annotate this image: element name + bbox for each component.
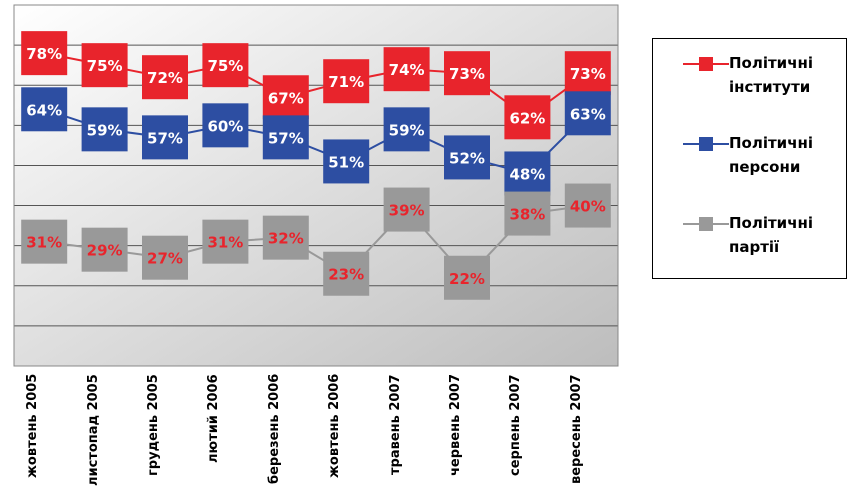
marker — [444, 135, 490, 180]
marker — [202, 43, 249, 88]
data-label: 31% — [207, 234, 243, 252]
series-line — [43, 108, 589, 175]
x-tick-label: вересень 2007 — [568, 374, 584, 484]
data-label: 31% — [26, 234, 62, 252]
data-label: 52% — [449, 149, 485, 167]
legend-marker — [699, 137, 713, 151]
data-label: 48% — [509, 165, 545, 183]
legend-item: Політичні інститути — [653, 51, 848, 101]
marker — [564, 51, 611, 96]
x-tick-label: листопад 2005 — [85, 374, 101, 486]
x-tick-label: жовтень 2006 — [327, 374, 343, 479]
marker — [383, 187, 430, 232]
marker — [21, 219, 68, 264]
data-label: 73% — [570, 65, 606, 83]
marker — [564, 183, 611, 228]
marker — [383, 47, 430, 92]
data-label: 78% — [26, 45, 62, 63]
marker — [564, 91, 611, 136]
legend-marker — [699, 217, 713, 231]
marker — [323, 251, 370, 296]
data-label: 22% — [449, 270, 485, 288]
x-tick-label: червень 2007 — [448, 374, 463, 477]
plot-border — [13, 4, 619, 367]
series-line — [44, 204, 588, 280]
data-label: 75% — [87, 57, 123, 75]
data-label: 23% — [328, 266, 364, 284]
chart: 78% 75% 72% 75% 67% 71% 74% 73% 62% 73% 64% 59% 57% 6… — [13, 4, 619, 367]
data-label: 40% — [570, 198, 606, 216]
data-label: 59% — [87, 121, 123, 139]
legend-swatch — [683, 57, 729, 71]
data-label: 71% — [328, 73, 364, 91]
x-tick-label: грудень 2005 — [146, 374, 161, 476]
marker — [21, 87, 68, 132]
data-label: 62% — [509, 109, 545, 127]
legend-label: Політичні інститути — [729, 54, 813, 96]
x-tick-label: березень 2006 — [266, 374, 282, 485]
data-label: 74% — [389, 61, 425, 79]
data-label: 60% — [207, 117, 243, 135]
x-tick-label: травень 2007 — [387, 374, 403, 475]
marker — [81, 43, 128, 88]
marker — [81, 107, 128, 152]
marker — [504, 95, 551, 140]
data-label: 63% — [570, 105, 606, 123]
legend-label: Політичні партії — [729, 214, 813, 256]
data-label: 29% — [87, 242, 123, 260]
marker — [383, 107, 430, 152]
marker — [444, 51, 490, 96]
marker — [142, 235, 188, 280]
legend-swatch — [683, 137, 729, 151]
legend-item: Політичні партії — [653, 211, 848, 261]
x-tick-label: жовтень 2005 — [25, 374, 41, 479]
data-label: 57% — [268, 129, 304, 147]
legend-marker — [699, 57, 713, 71]
data-label: 32% — [268, 230, 304, 248]
legend-label: Політичні персони — [729, 134, 813, 176]
legend: Політичні інститути Політичні персони Полі… — [652, 38, 847, 279]
marker — [444, 255, 490, 300]
marker — [21, 31, 68, 76]
marker — [323, 59, 370, 104]
marker — [142, 115, 188, 160]
legend-item: Політичні персони — [653, 131, 848, 181]
marker — [262, 115, 309, 160]
data-label: 39% — [389, 202, 425, 220]
data-label: 64% — [26, 101, 62, 119]
data-label: 73% — [449, 65, 485, 83]
marker — [142, 55, 188, 100]
x-tick-label: серпень 2007 — [508, 374, 524, 476]
marker — [262, 75, 309, 120]
data-label: 57% — [147, 129, 183, 147]
data-label: 67% — [268, 89, 304, 107]
marker — [504, 151, 551, 196]
marker — [323, 139, 370, 184]
marker — [262, 215, 309, 260]
legend-swatch — [683, 217, 729, 231]
marker — [81, 227, 128, 272]
data-label: 51% — [328, 153, 364, 171]
data-label: 27% — [147, 250, 183, 268]
marker — [202, 219, 249, 264]
marker — [202, 103, 249, 148]
marker — [504, 191, 551, 236]
data-label: 59% — [389, 121, 425, 139]
data-label: 75% — [207, 57, 243, 75]
data-label: 38% — [509, 206, 545, 224]
series-line — [44, 52, 589, 119]
x-tick-label: лютий 2006 — [206, 374, 222, 463]
data-label: 72% — [147, 69, 183, 87]
